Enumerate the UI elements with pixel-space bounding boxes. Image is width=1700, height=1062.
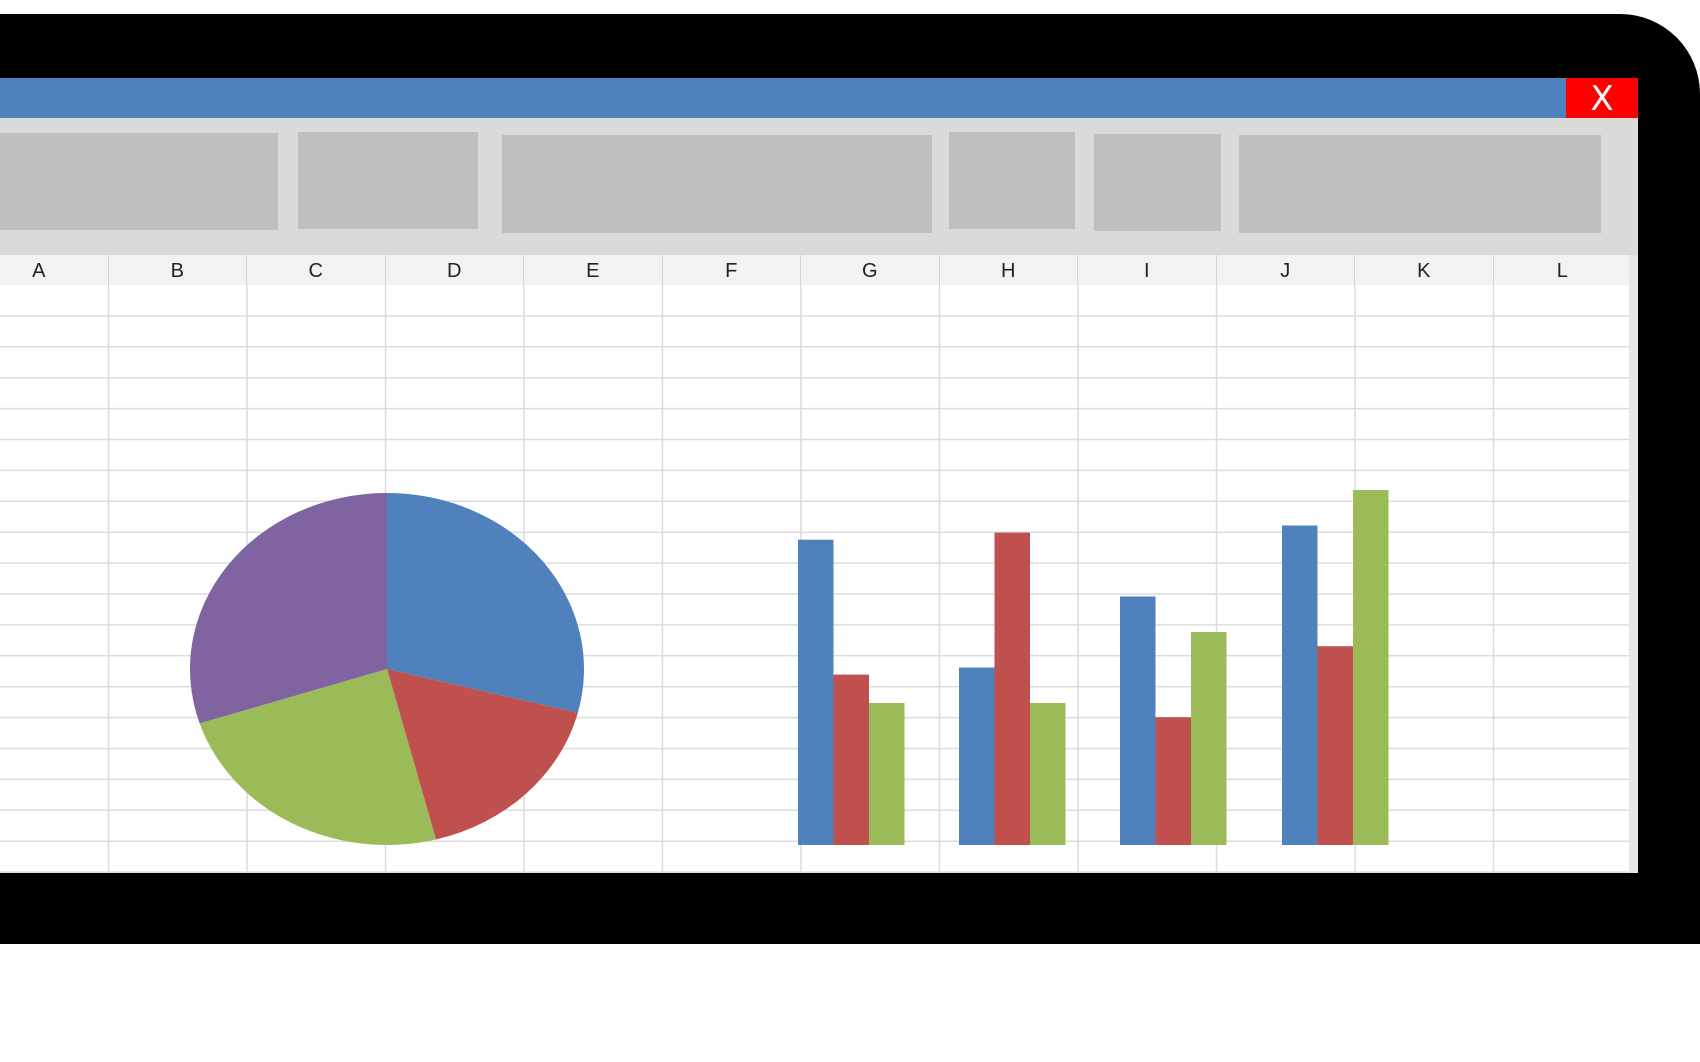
bar-group-4-series-3 bbox=[1353, 490, 1389, 845]
column-header-i[interactable]: I bbox=[1078, 255, 1217, 285]
column-header-b[interactable]: B bbox=[109, 255, 247, 285]
bar-group-2-series-2 bbox=[994, 532, 1030, 845]
bar-group-2-series-3 bbox=[1030, 703, 1066, 845]
column-header-j[interactable]: J bbox=[1217, 255, 1355, 285]
bar-group-1-series-3 bbox=[869, 703, 905, 845]
bar-group-3-series-2 bbox=[1155, 717, 1191, 845]
close-button[interactable]: X bbox=[1566, 78, 1638, 119]
bar-group-4-series-1 bbox=[1282, 525, 1318, 845]
column-header-g[interactable]: G bbox=[801, 255, 940, 285]
bar-group-1-series-2 bbox=[833, 674, 869, 845]
pie-slice-2 bbox=[387, 669, 578, 840]
worksheet-grid[interactable] bbox=[0, 285, 1629, 873]
ribbon-group-2[interactable] bbox=[298, 132, 478, 229]
bar-group-1-series-1 bbox=[798, 539, 834, 845]
ribbon-group-4[interactable] bbox=[949, 132, 1075, 229]
bar-group-3-series-3 bbox=[1191, 632, 1227, 845]
column-header-d[interactable]: D bbox=[386, 255, 524, 285]
column-header-f[interactable]: F bbox=[663, 255, 801, 285]
pie-slice-3 bbox=[199, 669, 436, 845]
column-header-e[interactable]: E bbox=[524, 255, 663, 285]
column-header-a[interactable]: A bbox=[0, 255, 109, 285]
bar-group-3-series-1 bbox=[1120, 596, 1156, 845]
column-header-k[interactable]: K bbox=[1355, 255, 1494, 285]
ribbon-group-6[interactable] bbox=[1239, 135, 1601, 233]
column-header-c[interactable]: C bbox=[247, 255, 386, 285]
ribbon-group-1[interactable] bbox=[0, 133, 278, 230]
ribbon-group-5[interactable] bbox=[1094, 134, 1221, 231]
column-header-l[interactable]: L bbox=[1494, 255, 1632, 285]
ribbon-toolbar bbox=[0, 118, 1638, 255]
ribbon-group-3[interactable] bbox=[502, 135, 932, 233]
column-header-h[interactable]: H bbox=[940, 255, 1078, 285]
charts-layer bbox=[189, 490, 1389, 845]
title-bar[interactable]: X bbox=[0, 78, 1638, 119]
bar-group-4-series-2 bbox=[1317, 646, 1353, 845]
pie-slice-1 bbox=[387, 493, 584, 713]
sheet-right-edge bbox=[1629, 255, 1638, 873]
pie-slice-4 bbox=[189, 493, 387, 724]
bar-group-2-series-1 bbox=[959, 667, 995, 845]
